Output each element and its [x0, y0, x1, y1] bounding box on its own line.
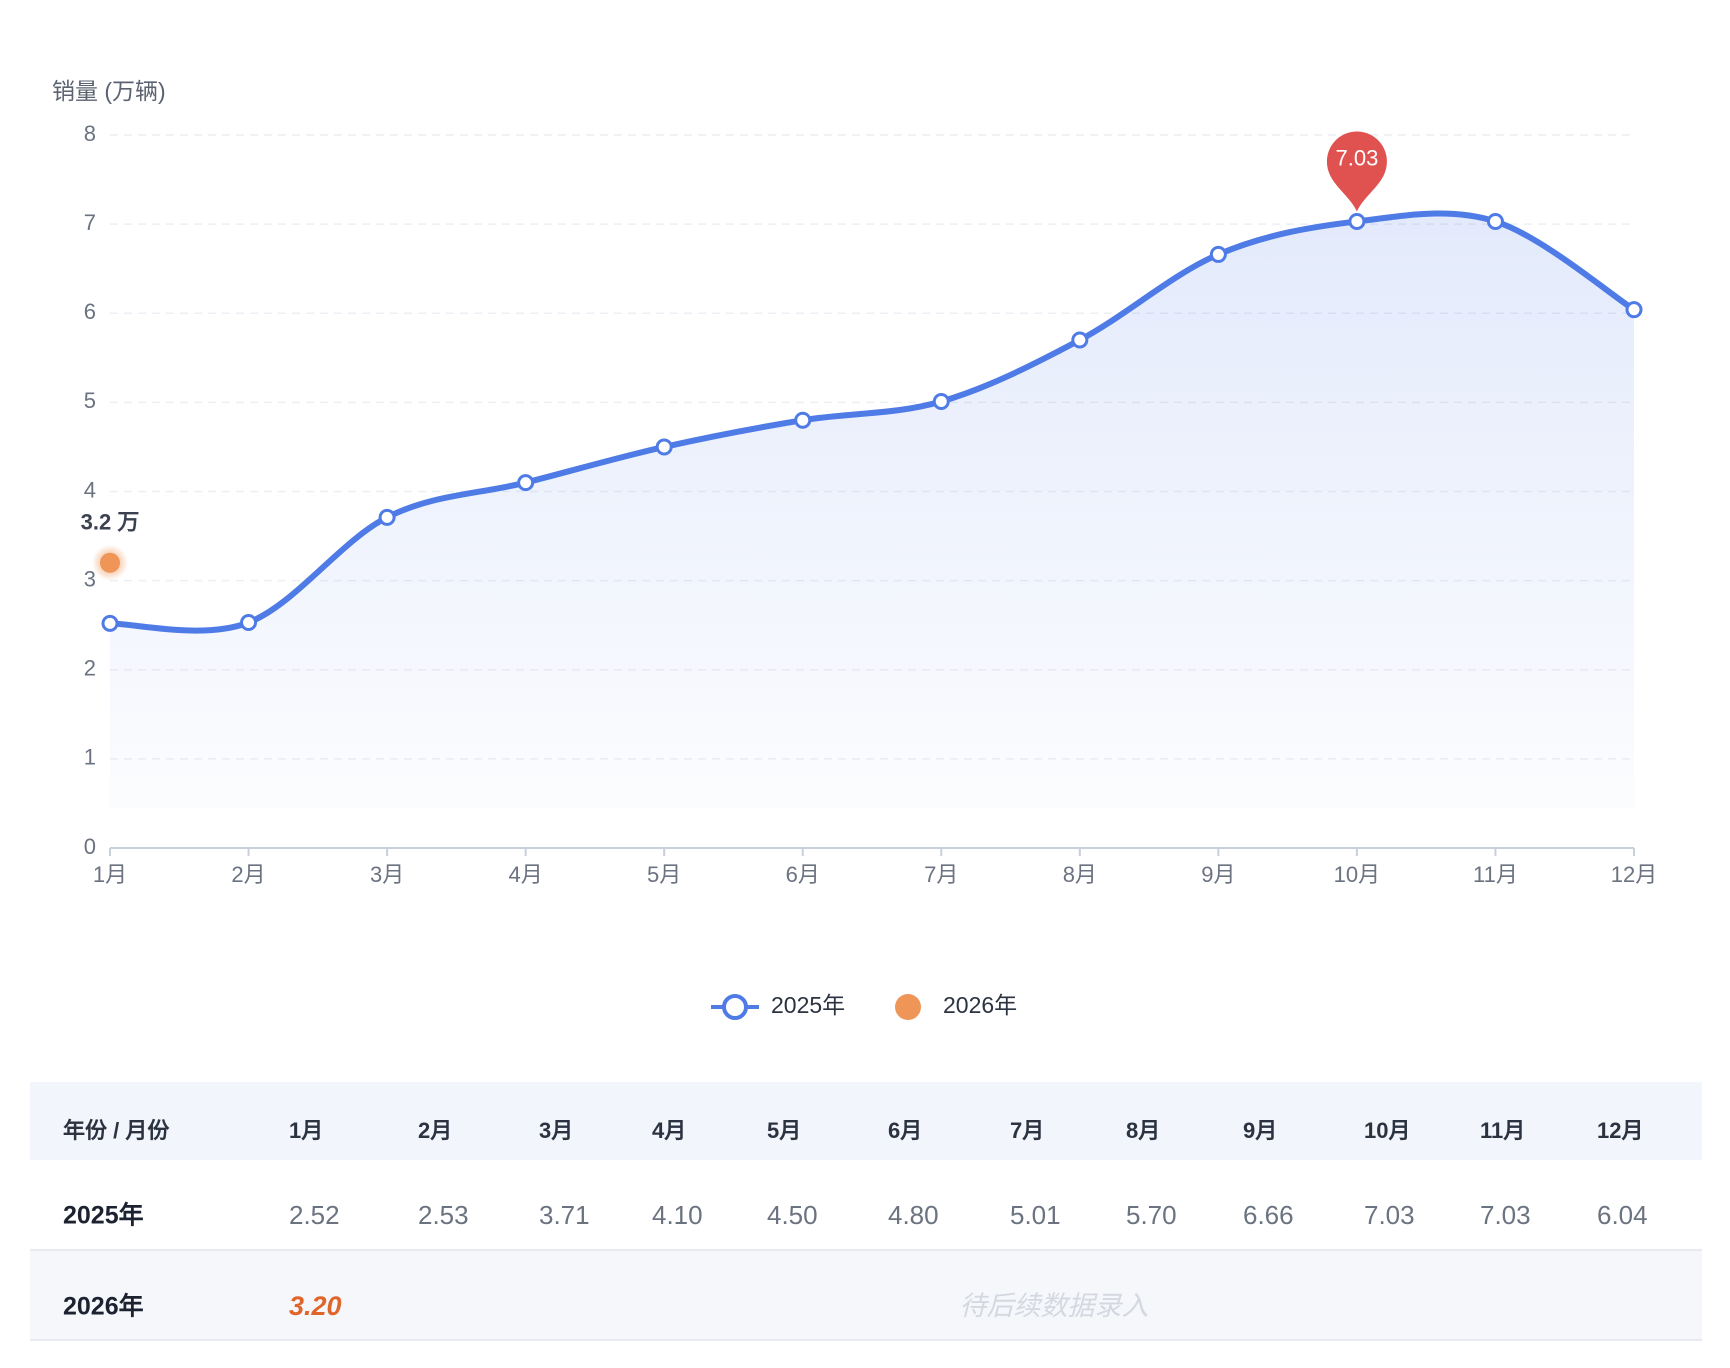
table-header: 6月 — [888, 1118, 922, 1143]
point — [1486, 212, 1504, 230]
legend-symbol — [895, 994, 921, 1020]
legend-label: 2026年 — [943, 992, 1017, 1018]
y-tick-label: 8 — [84, 121, 96, 146]
y-tick-label: 7 — [84, 210, 96, 235]
x-tick-label: 9月 — [1201, 862, 1235, 887]
table-cell: 2.52 — [289, 1200, 340, 1230]
x-tick-label: 7月 — [924, 862, 958, 887]
table-header: 年份 / 月份 — [63, 1118, 170, 1143]
table-cell: 6.66 — [1243, 1200, 1294, 1230]
point — [655, 438, 673, 456]
x-tick-label: 4月 — [509, 862, 543, 887]
table-cell: 4.80 — [888, 1200, 939, 1230]
point — [1071, 331, 1089, 349]
table-header-bg — [30, 1082, 1702, 1160]
table-cell: 3.20 — [289, 1291, 342, 1321]
table-cell: 2.53 — [418, 1200, 469, 1230]
table-cell: 5.70 — [1126, 1200, 1177, 1230]
table-header: 7月 — [1010, 1118, 1044, 1143]
x-tick-label: 2月 — [231, 862, 265, 887]
data-label: 3.2 万 — [81, 510, 140, 535]
row-header: 2025年 — [63, 1201, 144, 1230]
x-tick-label: 8月 — [1063, 862, 1097, 887]
x-tick-label: 12月 — [1611, 862, 1657, 887]
y-tick-label: 0 — [84, 834, 96, 859]
table-header: 12月 — [1597, 1118, 1643, 1143]
y-tick-label: 6 — [84, 299, 96, 324]
table-header: 2月 — [418, 1118, 452, 1143]
point — [932, 392, 950, 410]
table-header: 9月 — [1243, 1118, 1277, 1143]
table-header: 8月 — [1126, 1118, 1160, 1143]
x-tick-label: 1月 — [93, 862, 127, 887]
point — [100, 552, 120, 573]
y-tick-label: 2 — [84, 656, 96, 681]
table-header: 3月 — [539, 1118, 573, 1143]
table-header: 11月 — [1480, 1118, 1525, 1143]
table-cell: 3.71 — [539, 1200, 590, 1230]
point — [1209, 245, 1227, 263]
point — [794, 411, 812, 429]
table-cell: 7.03 — [1364, 1200, 1415, 1230]
point — [517, 474, 535, 492]
y-tick-label: 4 — [84, 477, 96, 502]
area — [110, 213, 1634, 808]
table-header: 10月 — [1364, 1118, 1410, 1143]
point — [378, 508, 396, 526]
row-header: 2026年 — [63, 1292, 144, 1321]
table-header: 4月 — [652, 1118, 686, 1143]
x-tick-label: 5月 — [647, 862, 681, 887]
table-header: 5月 — [767, 1118, 801, 1143]
table-cell: 4.10 — [652, 1200, 703, 1230]
x-tick-label: 10月 — [1334, 862, 1380, 887]
x-tick-label: 6月 — [786, 862, 820, 887]
max-marker-label: 7.03 — [1335, 145, 1378, 170]
line — [109, 210, 1636, 634]
max-marker — [1326, 131, 1387, 212]
table-cell: 4.50 — [767, 1200, 818, 1230]
point — [1348, 212, 1366, 230]
point — [1625, 301, 1643, 319]
x-tick-label: 11月 — [1473, 862, 1518, 887]
x-tick-label: 3月 — [370, 862, 404, 887]
y-tick-label: 1 — [84, 745, 96, 770]
table-row-bg — [30, 1250, 1702, 1340]
y-tick-label: 5 — [84, 388, 96, 413]
point — [101, 614, 119, 632]
y-tick-label: 3 — [84, 566, 96, 591]
point — [240, 614, 258, 632]
legend-label: 2025年 — [771, 992, 845, 1018]
table-cell: 5.01 — [1010, 1200, 1061, 1230]
table-cell: 6.04 — [1597, 1200, 1648, 1230]
table-cell: 7.03 — [1480, 1200, 1531, 1230]
table-header: 1月 — [289, 1118, 323, 1143]
table-note: 待后续数据录入 — [960, 1291, 1149, 1321]
y-axis-label: 销量 (万辆) — [52, 78, 166, 104]
legend-symbol — [722, 994, 748, 1020]
